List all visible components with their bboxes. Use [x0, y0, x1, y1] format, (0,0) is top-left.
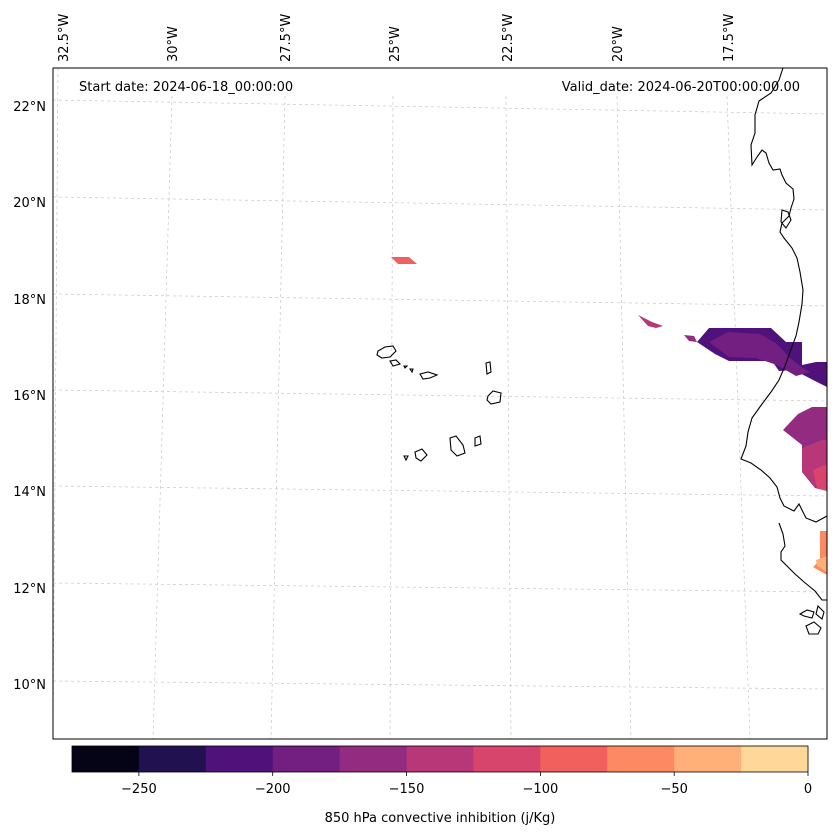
colorbar-tick-label: −50 [660, 782, 687, 797]
coast-detail-1 [780, 209, 792, 229]
lat-tick-labels: 22°N 20°N 18°N 16°N 14°N 12°N 10°N [13, 100, 46, 693]
colorbar-tick-label: 0 [804, 782, 812, 797]
colorbar-swatch [72, 746, 140, 772]
colorbar-tick-label: −200 [255, 782, 291, 797]
lon-tick-label: 22.5°W [501, 14, 516, 62]
island-brava [403, 455, 409, 462]
map-area [53, 68, 827, 739]
cin-patch-small-1 [638, 315, 663, 328]
island-islet [408, 368, 414, 374]
lon-tick-label: 25°W [388, 26, 403, 62]
valid-date-label: Valid_date: 2024-06-20T00:00:00.00 [562, 80, 800, 95]
cin-patch-small-2 [684, 335, 697, 342]
colorbar-tick-label: −250 [121, 782, 157, 797]
colorbar-swatch [272, 746, 341, 772]
cape-verde-islands [376, 345, 502, 462]
colorbar-swatch [674, 746, 742, 772]
cin-patch-senegal-south-inner [813, 464, 827, 491]
africa-coastline [740, 67, 828, 635]
colorbar-swatch [473, 746, 541, 772]
graticule [52, 67, 828, 740]
lat-tick-label: 22°N [13, 100, 46, 115]
colorbar: −250 −200 −150 −100 −50 0 850 hPa convec… [71, 745, 812, 826]
colorbar-swatch [339, 746, 408, 772]
lat-tick-label: 14°N [13, 485, 46, 500]
lon-tick-label: 20°W [611, 26, 626, 62]
colorbar-ticks [138, 772, 809, 776]
island-fogo [414, 448, 428, 462]
island-boa-vista [486, 390, 502, 405]
colorbar-swatch [540, 746, 608, 772]
colorbar-swatches [72, 746, 809, 772]
cin-patch-guinea-light [816, 556, 827, 572]
map-frame [52, 67, 828, 740]
island-santo-antao [376, 345, 397, 359]
colorbar-swatch [607, 746, 675, 772]
colorbar-swatch [406, 746, 474, 772]
colorbar-swatch [205, 746, 274, 772]
lon-tick-label: 17.5°W [722, 14, 737, 62]
colorbar-swatch [138, 746, 207, 772]
cin-patch-senegal-north-inner [709, 332, 810, 376]
lat-tick-label: 20°N [13, 196, 46, 211]
cin-patch-north [391, 257, 417, 264]
colorbar-tick-label: −150 [389, 782, 425, 797]
island-maio [474, 435, 482, 447]
lon-tick-labels: 32.5°W 30°W 27.5°W 25°W 22.5°W 20°W 17.5… [57, 14, 737, 62]
lon-tick-label: 30°W [166, 26, 181, 62]
lat-tick-label: 10°N [13, 678, 46, 693]
island-sal [485, 361, 492, 375]
island-sao-nicolau [419, 371, 439, 380]
lat-tick-label: 12°N [13, 582, 46, 597]
island-santiago [449, 435, 466, 457]
island-santa-luzia [403, 365, 409, 369]
colorbar-tick-label: −100 [523, 782, 559, 797]
colorbar-swatch [741, 746, 809, 772]
colorbar-frame [71, 745, 809, 773]
start-date-label: Start date: 2024-06-18_00:00:00 [79, 80, 293, 95]
cin-field [391, 257, 827, 575]
island-sao-vicente [389, 359, 402, 367]
lat-tick-label: 18°N [13, 293, 46, 308]
colorbar-title: 850 hPa convective inhibition (j/Kg) [325, 811, 556, 826]
lon-tick-label: 32.5°W [57, 14, 72, 62]
lat-tick-label: 16°N [13, 389, 46, 404]
lon-tick-label: 27.5°W [279, 14, 294, 62]
